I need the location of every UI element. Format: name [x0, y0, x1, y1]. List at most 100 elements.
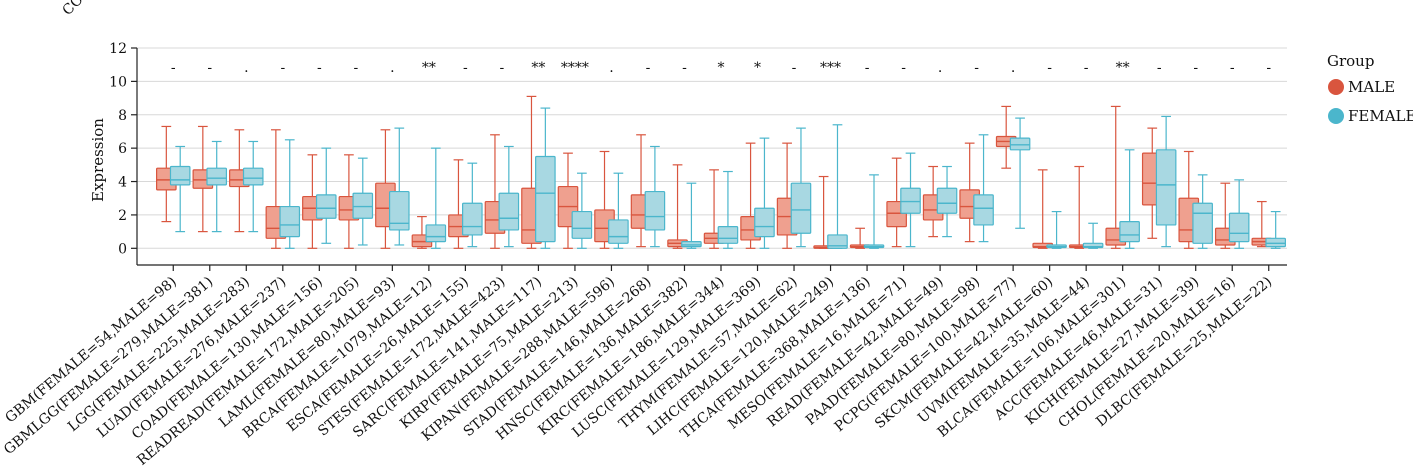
- legend: Group MALE FEMALE: [1327, 52, 1413, 125]
- box-female-21-iqr-box: [936, 187, 958, 214]
- legend-swatch-male: [1328, 79, 1344, 95]
- significance-label: .: [244, 60, 248, 76]
- box-female-18: [827, 124, 848, 249]
- box-female-27-iqr-box: [1155, 149, 1177, 226]
- significance-label: -: [1230, 60, 1235, 76]
- box-male-23: [995, 105, 1017, 169]
- legend-label-male: MALE: [1348, 78, 1395, 96]
- box-female-0: [169, 145, 191, 233]
- box-female-7: [425, 147, 447, 249]
- box-female-5-iqr-box: [352, 192, 374, 219]
- y-tick-label: 8: [118, 108, 127, 124]
- box-female-2-iqr-box: [242, 167, 264, 186]
- significance-label: -: [901, 60, 906, 76]
- box-female-24: [1046, 210, 1067, 249]
- box-male-9: [484, 134, 506, 249]
- box-female-6: [388, 127, 410, 246]
- significance-label: -: [865, 60, 870, 76]
- box-female-10-iqr-box: [535, 155, 556, 243]
- box-female-5: [352, 157, 374, 246]
- significance-label: -: [1047, 60, 1052, 76]
- box-male-22: [959, 142, 980, 243]
- box-series: [156, 95, 1286, 249]
- box-female-15-iqr-box: [717, 226, 739, 244]
- box-female-16: [754, 137, 775, 249]
- significance-label: -: [353, 60, 358, 76]
- box-female-20: [900, 152, 921, 248]
- significance-label: -: [1266, 60, 1271, 76]
- significance-label: -: [1084, 60, 1089, 76]
- y-tick-label: 6: [118, 141, 127, 157]
- significance-label: .: [938, 60, 942, 76]
- box-female-27: [1155, 115, 1177, 248]
- significance-label: -: [682, 60, 687, 76]
- box-female-25: [1082, 222, 1104, 249]
- y-tick-label: 0: [118, 241, 127, 257]
- x-category-labels: GBM(FEMALE=54,MALE=98)GBMLGG(FEMALE=279,…: [1, 265, 1275, 469]
- box-female-3: [279, 139, 301, 249]
- box-female-28: [1192, 174, 1213, 249]
- box-female-13: [644, 145, 666, 248]
- box-female-19: [863, 174, 885, 249]
- box-female-7-iqr-box: [425, 224, 447, 243]
- box-female-11-iqr-box: [571, 210, 593, 239]
- significance-label: -: [646, 60, 651, 76]
- box-female-20-iqr-box: [900, 187, 921, 214]
- significance-label: .: [1011, 60, 1015, 76]
- box-female-8-iqr-box: [462, 202, 483, 236]
- significance-labels: - -. - - -. ** - - ** ****. - - * * - *** - -. -. - - ** - - - -: [171, 60, 1271, 76]
- significance-label: -: [792, 60, 797, 76]
- legend-swatch-female: [1328, 108, 1344, 124]
- significance-label: ****: [561, 60, 589, 76]
- box-male-20: [886, 157, 907, 248]
- box-female-23-iqr-box: [1009, 137, 1031, 151]
- significance-label: -: [500, 60, 505, 76]
- box-female-16-iqr-box: [754, 207, 775, 238]
- box-female-17-iqr-box: [790, 182, 812, 234]
- box-female-30: [1265, 210, 1286, 249]
- significance-label: -: [1193, 60, 1198, 76]
- box-female-3-iqr-box: [279, 205, 301, 238]
- box-female-26: [1119, 149, 1140, 249]
- box-female-2: [242, 140, 264, 233]
- significance-label: .: [609, 60, 613, 76]
- box-female-1-iqr-box: [206, 167, 228, 186]
- box-female-29-iqr-box: [1228, 212, 1250, 243]
- significance-label: *: [754, 60, 761, 76]
- significance-label: -: [207, 60, 212, 76]
- box-female-14-iqr-box: [681, 241, 702, 248]
- box-female-22-iqr-box: [973, 194, 994, 226]
- box-female-13-iqr-box: [644, 190, 666, 231]
- y-tick-label: 2: [118, 208, 127, 224]
- box-female-28-iqr-box: [1192, 202, 1213, 244]
- significance-label: .: [390, 60, 394, 76]
- box-female-9: [498, 145, 520, 248]
- box-female-11: [571, 172, 593, 249]
- significance-label: -: [171, 60, 176, 76]
- box-female-4: [315, 147, 337, 244]
- box-female-12: [608, 172, 629, 249]
- box-female-12-iqr-box: [608, 219, 629, 244]
- significance-label: **: [531, 60, 545, 76]
- box-female-1: [206, 140, 228, 233]
- significance-label: -: [317, 60, 322, 76]
- significance-label: -: [1157, 60, 1162, 76]
- legend-label-female: FEMALE: [1348, 107, 1413, 125]
- top-cut-fragment: CO: [60, 0, 87, 19]
- y-tick-label: 10: [109, 74, 127, 90]
- significance-label: ***: [820, 60, 841, 76]
- box-female-9-iqr-box: [498, 192, 520, 231]
- significance-label: **: [422, 60, 436, 76]
- box-male-25: [1068, 165, 1090, 249]
- box-female-29: [1228, 179, 1250, 249]
- box-female-6-iqr-box: [388, 190, 410, 231]
- significance-label: **: [1116, 60, 1130, 76]
- box-female-0-iqr-box: [169, 165, 191, 186]
- box-female-10: [535, 107, 556, 249]
- y-axis-label: Expression: [89, 118, 107, 202]
- y-tick-label: 4: [118, 175, 127, 191]
- box-female-23: [1009, 117, 1031, 229]
- box-female-22: [973, 134, 994, 243]
- box-female-14: [681, 182, 702, 249]
